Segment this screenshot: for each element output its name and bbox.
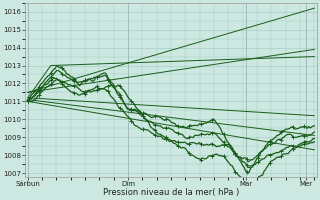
X-axis label: Pression niveau de la mer( hPa ): Pression niveau de la mer( hPa ) <box>103 188 239 197</box>
